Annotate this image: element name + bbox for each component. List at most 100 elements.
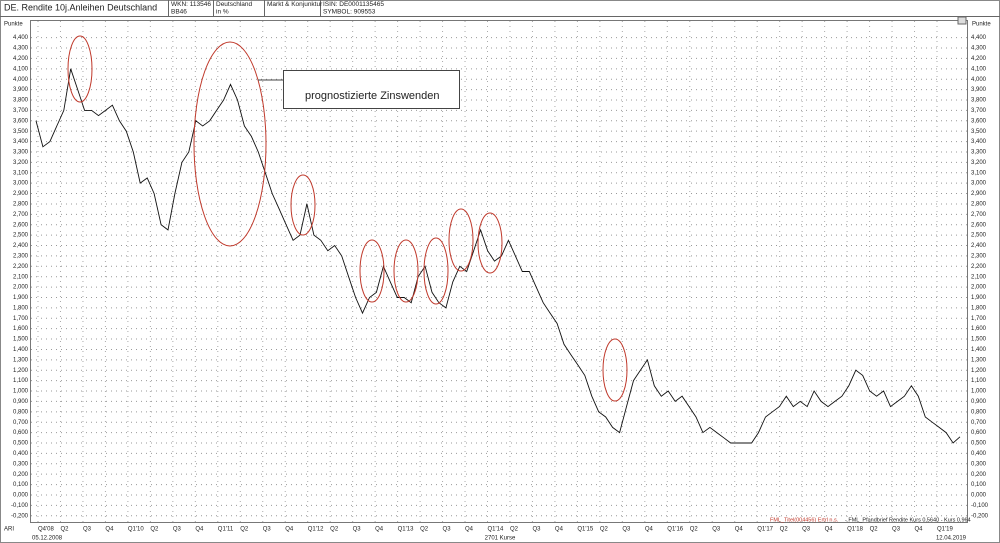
y-tick-label: 3,000 <box>13 181 29 187</box>
y-tick-label: 0,400 <box>13 451 29 457</box>
x-tick-label: Q2 <box>420 527 429 533</box>
x-tick-label: Q2 <box>330 527 339 533</box>
x-tick-label: Q1'18 <box>847 527 863 533</box>
y-tick-label-right: 2,900 <box>971 191 987 197</box>
count-label: 2701 Kurse <box>485 536 516 542</box>
y-tick-label-right: 2,000 <box>971 285 987 291</box>
y-tick-label-right: 0,600 <box>971 430 987 436</box>
y-tick-label-right: 2,200 <box>971 264 987 270</box>
highlight-ellipse <box>448 208 474 272</box>
y-tick-label-right: 1,700 <box>971 316 987 322</box>
y-tick-label: 2,800 <box>13 202 29 208</box>
y-tick-label: 2,400 <box>13 243 29 249</box>
highlight-ellipse <box>359 239 385 303</box>
x-tick-label: Q1'13 <box>398 527 414 533</box>
close-button[interactable] <box>957 16 967 25</box>
y-tick-label: 4,400 <box>13 35 29 41</box>
y-tick-label-right: 0,000 <box>971 493 987 499</box>
highlight-ellipse <box>602 338 628 402</box>
y-tick-label: 1,400 <box>13 347 29 353</box>
y-axis-label: Punkte <box>4 22 23 28</box>
y-tick-label: 4,200 <box>13 56 29 62</box>
y-tick-label: 1,600 <box>13 326 29 332</box>
y-tick-label: 3,200 <box>13 160 29 166</box>
end-date: 12.04.2019 <box>936 536 967 542</box>
x-tick-label: Q1'12 <box>308 527 324 533</box>
y-tick-label-right: 1,500 <box>971 337 987 343</box>
highlight-ellipse <box>193 41 267 247</box>
y-tick-label-right: 4,000 <box>971 77 987 83</box>
highlight-ellipse <box>423 237 449 305</box>
x-tick-label: Q1'10 <box>128 527 144 533</box>
y-tick-label: 2,200 <box>13 264 29 270</box>
y-tick-label-right: -0,200 <box>971 513 989 519</box>
x-tick-label: Q4 <box>735 527 744 533</box>
x-tick-label: Q2 <box>60 527 69 533</box>
y-tick-label-right: 1,000 <box>971 389 987 395</box>
y-tick-label-right: 2,300 <box>971 253 987 259</box>
y-tick-label: 3,300 <box>13 150 29 156</box>
y-tick-label-right: 3,100 <box>971 170 987 176</box>
y-tick-label: 2,100 <box>13 274 29 280</box>
y-tick-label-right: 4,300 <box>971 46 987 52</box>
highlight-ellipse <box>67 35 93 103</box>
x-tick-label: Q1'15 <box>577 527 593 533</box>
annotation-box <box>283 70 460 109</box>
y-tick-label-right: 1,200 <box>971 368 987 374</box>
y-tick-label-right: 1,900 <box>971 295 987 301</box>
y-tick-label: 0,100 <box>13 482 29 488</box>
y-tick-label: 1,700 <box>13 316 29 322</box>
y-tick-label-right: 3,600 <box>971 118 987 124</box>
y-tick-label: 0,300 <box>13 461 29 467</box>
y-tick-label: 2,700 <box>13 212 29 218</box>
x-tick-label: Q4 <box>285 527 294 533</box>
x-tick-label: Q3 <box>802 527 811 533</box>
y-tick-label-right: 3,800 <box>971 98 987 104</box>
y-tick-label-right: 2,800 <box>971 202 987 208</box>
y-tick-label-right: 4,100 <box>971 66 987 72</box>
x-tick-label: Q4 <box>555 527 564 533</box>
y-tick-label-right: 0,800 <box>971 409 987 415</box>
start-date: 05.12.2008 <box>32 536 63 542</box>
x-tick-label: Q4'08 <box>38 527 54 533</box>
annotations: prognostizierte Zinswenden <box>67 35 628 402</box>
legend-item: - FML_Pfandbrief Rendite Kurs 0,5640 - K… <box>845 517 971 523</box>
x-tick-label: Q1'16 <box>667 527 683 533</box>
y-tick-label-right: 0,400 <box>971 451 987 457</box>
y-tick-label: 3,800 <box>13 98 29 104</box>
x-tick-label: Q4 <box>915 527 924 533</box>
y-tick-label-right: 1,600 <box>971 326 987 332</box>
x-tick-label: Q3 <box>443 527 452 533</box>
x-tick-label: Q4 <box>465 527 474 533</box>
x-tick-label: Q2 <box>870 527 879 533</box>
x-tick-label: Q2 <box>240 527 249 533</box>
y-tick-label-right: 2,500 <box>971 233 987 239</box>
y-tick-label-right: 0,300 <box>971 461 987 467</box>
y-tick-label: 2,500 <box>13 233 29 239</box>
y-tick-label-right: 4,200 <box>971 56 987 62</box>
x-tick-label: Q1'19 <box>937 527 953 533</box>
x-tick-label: Q4 <box>375 527 384 533</box>
y-tick-label-right: 3,200 <box>971 160 987 166</box>
header-category: Markt & Konjunktur <box>267 1 323 8</box>
x-tick-label: Q3 <box>83 527 92 533</box>
price-line <box>35 68 961 444</box>
y-tick-label: 1,900 <box>13 295 29 301</box>
y-tick-label-right: 3,400 <box>971 139 987 145</box>
y-tick-label-right: 3,700 <box>971 108 987 114</box>
y-tick-label: 0,700 <box>13 420 29 426</box>
y-tick-label-right: 2,700 <box>971 212 987 218</box>
y-tick-label: 0,900 <box>13 399 29 405</box>
x-tick-label: Q2 <box>690 527 699 533</box>
y-tick-label: 4,100 <box>13 66 29 72</box>
y-tick-label: 2,600 <box>13 222 29 228</box>
x-tick-label: Q1'17 <box>757 527 773 533</box>
y-tick-label: 0,200 <box>13 472 29 478</box>
x-tick-label: Q2 <box>510 527 519 533</box>
highlight-ellipse <box>393 239 419 303</box>
y-tick-label-right: 2,100 <box>971 274 987 280</box>
y-tick-label-right: 2,400 <box>971 243 987 249</box>
y-tick-label-right: 1,300 <box>971 357 987 363</box>
